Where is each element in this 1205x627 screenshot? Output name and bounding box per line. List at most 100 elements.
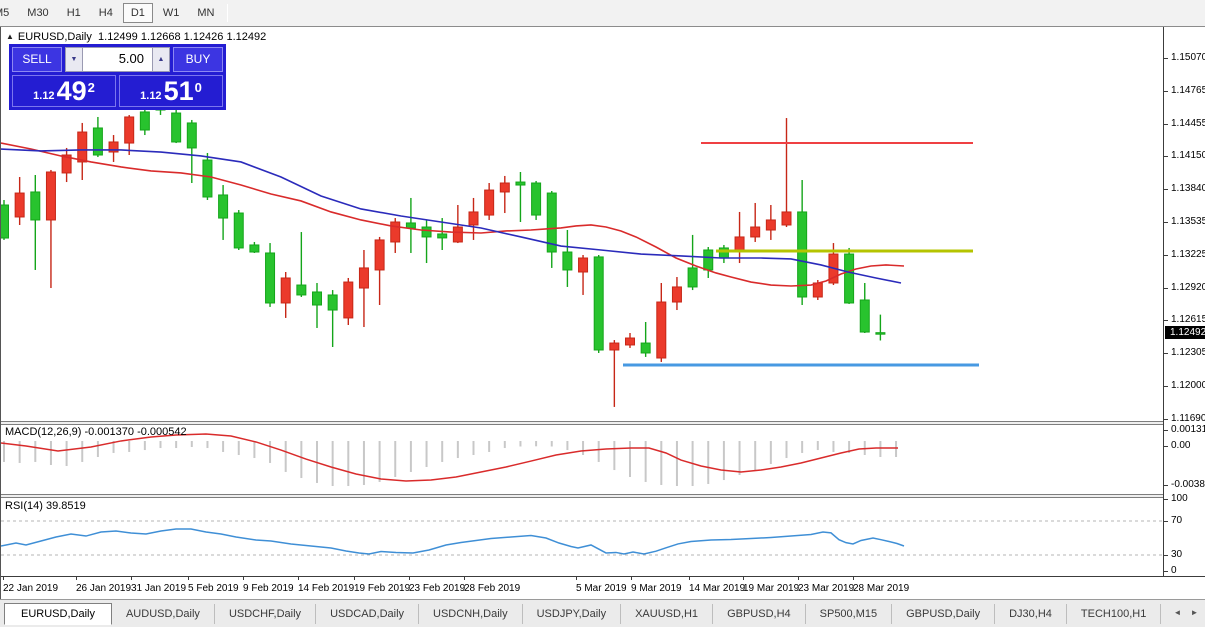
tab-gbpusd-h4[interactable]: GBPUSD,H4	[713, 604, 806, 624]
axis-tick	[1164, 430, 1168, 431]
macd-pane-canvas[interactable]	[1, 424, 1163, 495]
tabs-scroll-left-icon[interactable]: ◄	[1173, 608, 1182, 617]
tab-sp500-m15[interactable]: SP500,M15	[806, 604, 893, 624]
rsi-pane-canvas[interactable]	[1, 497, 1163, 576]
date-label: 9 Feb 2019	[243, 583, 294, 594]
time-axis[interactable]: 22 Jan 2019 26 Jan 2019 31 Jan 2019 5 Feb 2…	[1, 576, 1205, 599]
candle	[531, 180, 542, 220]
tabs-scroll-right-icon[interactable]: ►	[1190, 608, 1199, 617]
timeframe-mn[interactable]: MN	[197, 7, 215, 19]
volume-up-icon[interactable]: ▲	[152, 47, 170, 72]
price-label: 1.15070	[1171, 52, 1205, 63]
sell-price-big: 49	[56, 76, 87, 106]
candle	[30, 174, 41, 270]
candle	[703, 246, 714, 278]
axis-tick	[1164, 255, 1168, 257]
axis-tick	[1164, 485, 1168, 486]
chart-tab-bar: EURUSD,Daily AUDUSD,Daily USDCHF,Daily USDC…	[0, 599, 1205, 627]
candle	[92, 116, 103, 158]
ma-blue-line[interactable]	[1, 148, 902, 284]
pane-splitter[interactable]	[1, 494, 1205, 498]
date-label: 9 Mar 2019	[631, 583, 682, 594]
volume-input[interactable]: 5.00	[83, 47, 152, 72]
timeframe-m5[interactable]: M5	[0, 7, 10, 19]
date-tick	[298, 577, 299, 580]
timeframe-m30[interactable]: M30	[27, 7, 49, 19]
candle	[312, 283, 322, 328]
buy-button[interactable]: BUY	[173, 47, 223, 72]
axis-tick	[1164, 419, 1168, 421]
tab-xauusd-h1[interactable]: XAUUSD,H1	[621, 604, 714, 624]
rsi-scale-label: 30	[1171, 549, 1183, 560]
candle	[578, 255, 589, 295]
candle	[499, 175, 510, 214]
candle	[656, 283, 667, 362]
chart-region: ▲ EURUSD,Daily 1.12499 1.12668 1.12426 1.…	[0, 27, 1205, 599]
price-label: 1.11690	[1171, 413, 1205, 425]
chart-symbol-period: EURUSD,Daily	[17, 31, 92, 43]
sell-price-prefix: 1.12	[33, 90, 55, 102]
tab-usdjpy-daily[interactable]: USDJPY,Daily	[523, 604, 622, 624]
candle	[139, 108, 150, 136]
collapse-panel-icon[interactable]: ▲	[6, 32, 14, 41]
tab-tech100-h1[interactable]: TECH100,H1	[1067, 604, 1162, 624]
tab-usdcad-daily[interactable]: USDCAD,Daily	[316, 604, 420, 624]
candle	[343, 277, 354, 325]
candle	[718, 244, 729, 264]
timeframe-w1[interactable]: W1	[162, 7, 180, 19]
date-tick	[354, 577, 355, 580]
sell-quote[interactable]: 1.12 49 2	[12, 75, 116, 107]
volume-down-icon[interactable]: ▼	[65, 47, 83, 72]
axis-tick	[1164, 123, 1168, 125]
price-label: 1.12000	[1171, 379, 1205, 391]
rsi-scale-label: 100	[1171, 493, 1188, 504]
price-label: 1.13840	[1171, 183, 1205, 195]
tab-dj30-h4[interactable]: DJ30,H4	[995, 604, 1067, 624]
candle	[280, 271, 291, 318]
candle	[14, 177, 25, 225]
axis-tick	[1164, 90, 1168, 92]
candle	[625, 333, 635, 348]
date-label: 14 Mar 2019	[689, 583, 746, 594]
price-label: 1.14455	[1171, 117, 1205, 129]
one-click-trade-panel: SELL ▼ 5.00 ▲ BUY 1.12 49 2 1.12 51 0	[9, 44, 226, 110]
main-chart-canvas[interactable]	[1, 28, 1163, 421]
price-axis[interactable]: 1.12492 1.15070 1.14765 1.14455 1.14150 1.13…	[1163, 27, 1205, 576]
rsi-scale-label: 70	[1171, 515, 1183, 526]
candle	[405, 197, 416, 253]
candle	[390, 218, 401, 253]
ma-red-line[interactable]	[1, 142, 905, 287]
tab-usdcnh-daily[interactable]: USDCNH,Daily	[419, 604, 523, 624]
candle	[640, 321, 651, 357]
axis-tick	[1164, 287, 1168, 289]
pane-splitter[interactable]	[1, 421, 1205, 425]
macd-scale-label: 0.00	[1171, 440, 1191, 451]
rsi-line	[1, 528, 905, 555]
buy-quote[interactable]: 1.12 51 0	[119, 75, 223, 107]
candle	[77, 122, 88, 181]
date-tick	[853, 577, 854, 580]
candle	[249, 241, 260, 253]
tab-audusd-daily[interactable]: AUDUSD,Daily	[112, 604, 215, 624]
tab-eurusd-daily[interactable]: EURUSD,Daily	[4, 603, 112, 625]
candle	[797, 180, 808, 306]
date-tick	[464, 577, 465, 580]
current-price-tag: 1.12492	[1165, 326, 1205, 340]
candle	[781, 118, 792, 228]
axis-tick	[1164, 521, 1168, 522]
tab-gbpusd-daily[interactable]: GBPUSD,Daily	[892, 604, 996, 624]
timeframe-h4[interactable]: H4	[98, 7, 113, 19]
candle	[484, 183, 495, 220]
chart-ohlc-values: 1.12499 1.12668 1.12426 1.12492	[98, 31, 267, 43]
date-label: 26 Jan 2019	[76, 583, 132, 594]
tab-uk100-h1[interactable]: UK100,H1	[1161, 604, 1167, 624]
timeframe-d1[interactable]: D1	[122, 3, 153, 23]
candle	[593, 255, 604, 353]
date-label: 5 Mar 2019	[576, 583, 627, 594]
rsi-indicator-label: RSI(14) 39.8519	[5, 500, 86, 512]
sell-button[interactable]: SELL	[12, 47, 62, 72]
tab-usdchf-daily[interactable]: USDCHF,Daily	[215, 604, 317, 624]
timeframe-h1[interactable]: H1	[66, 7, 81, 19]
axis-tick	[1164, 555, 1168, 556]
macd-scale-label: 0.0013130	[1171, 424, 1205, 435]
